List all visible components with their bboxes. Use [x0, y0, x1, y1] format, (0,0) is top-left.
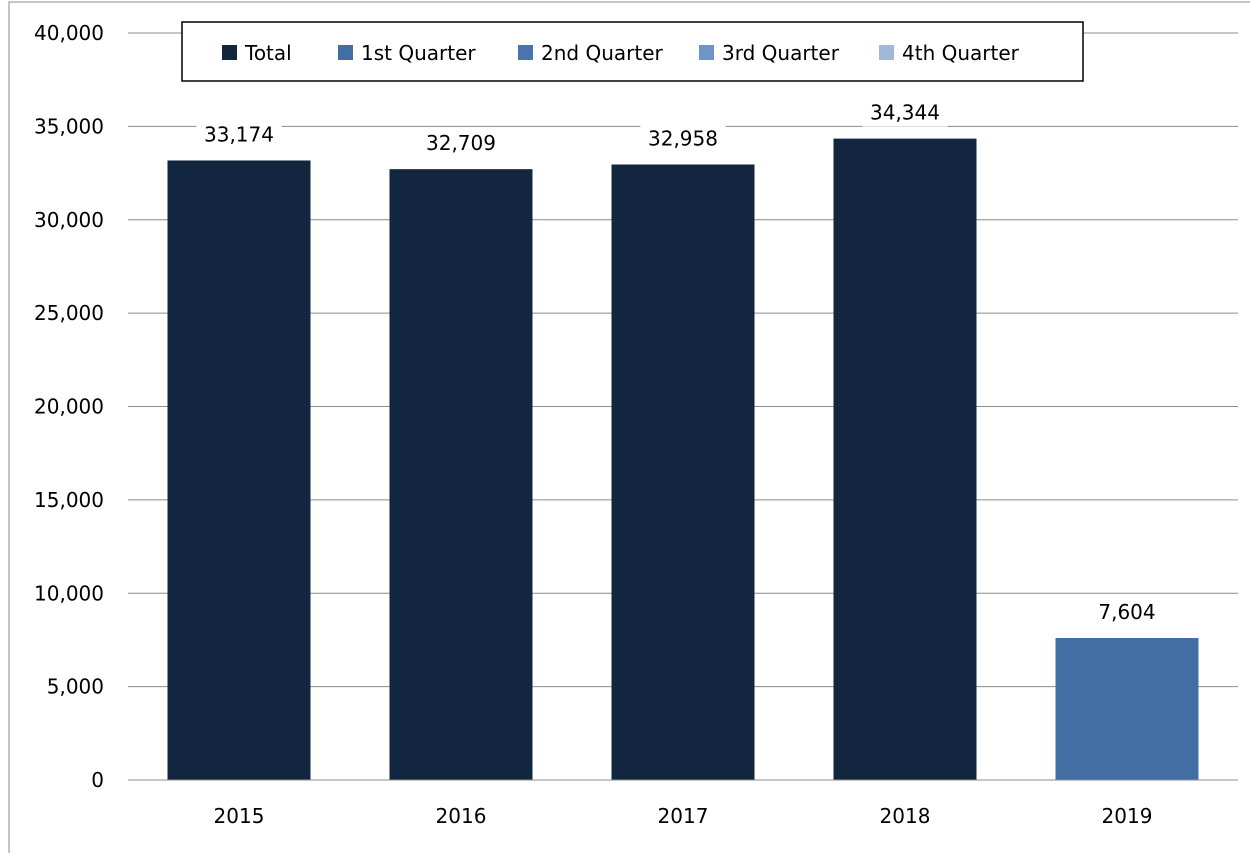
y-tick-label: 25,000 [34, 301, 104, 325]
legend-box [181, 21, 1084, 82]
data-label-2015: 33,174 [204, 122, 274, 146]
legend-swatch [222, 45, 237, 60]
bar-2016 [389, 169, 533, 780]
x-tick-label: 2017 [658, 804, 709, 828]
y-tick-label: 10,000 [34, 581, 104, 605]
x-tick-label: 2019 [1102, 804, 1153, 828]
y-tick-label: 40,000 [34, 21, 104, 45]
data-label-bg [640, 122, 726, 153]
data-label-2016: 32,709 [426, 131, 496, 155]
data-label-bg [862, 96, 948, 127]
data-labels: 33,174 32,709 32,958 34,344 7,604 [196, 96, 1164, 626]
data-label-2019: 7,604 [1098, 600, 1155, 624]
legend-items: Total 1st Quarter 2nd Quarter 3rd Quarter 4t… [222, 41, 1020, 65]
y-tick-label: 0 [91, 768, 104, 792]
data-label-2017: 32,958 [648, 127, 718, 151]
bar-2018 [833, 138, 977, 780]
y-tick-label: 15,000 [34, 488, 104, 512]
legend: Total 1st Quarter 2nd Quarter 3rd Quarter 4t… [181, 21, 1084, 82]
legend-label: 2nd Quarter [541, 41, 663, 65]
bar-2017 [611, 164, 755, 781]
legend-label: Total [244, 41, 292, 65]
data-label-bg [196, 118, 282, 149]
y-tick-label: 30,000 [34, 208, 104, 232]
legend-swatch [699, 45, 714, 60]
bars [167, 138, 1199, 781]
x-axis-ticks: 2015 2016 2017 2018 2019 [214, 804, 1153, 828]
legend-swatch [879, 45, 894, 60]
y-tick-label: 35,000 [34, 114, 104, 138]
bar-2019 [1055, 637, 1199, 780]
y-axis-ticks: 0 5,000 10,000 15,000 20,000 25,000 30,000 35,0… [34, 21, 104, 792]
data-label-bg [1090, 595, 1164, 626]
legend-swatch [518, 45, 533, 60]
bar-2015 [167, 160, 311, 780]
y-tick-label: 5,000 [47, 675, 104, 699]
data-label-2018: 34,344 [870, 101, 940, 125]
x-tick-label: 2018 [880, 804, 931, 828]
legend-label: 4th Quarter [902, 41, 1020, 65]
legend-label: 1st Quarter [361, 41, 476, 65]
y-tick-label: 20,000 [34, 395, 104, 419]
x-tick-label: 2016 [436, 804, 487, 828]
legend-label: 3rd Quarter [722, 41, 840, 65]
x-tick-label: 2015 [214, 804, 265, 828]
data-label-bg [418, 127, 504, 158]
legend-swatch [338, 45, 353, 60]
